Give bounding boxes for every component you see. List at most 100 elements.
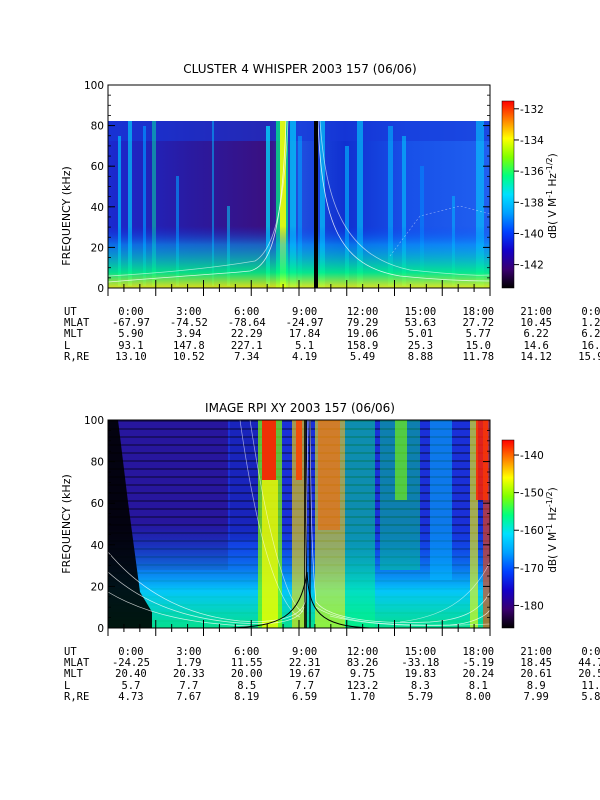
panel2-ephemeris-value: 0:00 <box>581 646 600 658</box>
panel2-colorbar-tick-label: -150 <box>520 488 544 500</box>
panel1-ephemeris-value: 8.88 <box>407 350 434 363</box>
panel2-ephemeris-value: -5.19 <box>462 657 495 670</box>
panel2-ephemeris-value: 123.2 <box>346 679 379 692</box>
panel1-ephemeris-value: -78.64 <box>227 317 266 330</box>
panel1-ephemeris-value: 16.0 <box>581 339 600 352</box>
panel2-y-tick-label: 40 <box>91 540 104 552</box>
panel2-ephemeris-value: 15:00 <box>404 646 437 658</box>
panel1-ephemeris-label: UT <box>64 306 77 318</box>
panel2-ephemeris-value: 0:00 <box>118 646 144 658</box>
panel2-ephemeris-value: 20.33 <box>173 668 205 681</box>
panel1-y-tick-label: 20 <box>91 242 104 254</box>
panel2-ephemeris-label: MLT <box>64 668 83 681</box>
panel1-ephemeris-value: 5.49 <box>349 350 376 363</box>
panel2-y-axis-label: FREQUENCY (kHz) <box>60 474 73 574</box>
panel2-ephemeris-value: 8.9 <box>526 679 546 692</box>
panel2-ephemeris-value: 19.83 <box>404 668 437 681</box>
panel1-colorbar <box>501 100 515 289</box>
panel1-ephemeris-value: 18:00 <box>462 306 495 318</box>
panel2-ephemeris-value: 9.75 <box>349 668 376 681</box>
panel1-colorbar-label: dB( V M-1 Hz-1/2) <box>545 153 559 239</box>
panel2-ephemeris-value: 6.59 <box>291 690 318 703</box>
panel2-ephemeris-value: 8.00 <box>465 690 491 703</box>
panel1-axes: 0 20 40 60 80 100 <box>84 80 491 296</box>
panel2-colorbar <box>501 439 515 629</box>
panel1-ephemeris-value: 5.1 <box>295 339 315 352</box>
panel2-ephemeris-value: 22.31 <box>288 657 321 670</box>
panel1-ephemeris-value: 13.10 <box>115 350 147 363</box>
panel2-ephemeris-value: -33.18 <box>401 657 440 670</box>
panel1-ephemeris-value: -67.97 <box>111 317 150 330</box>
panel1-ephemeris-value: 6.22 <box>523 328 549 341</box>
panel2-title: IMAGE RPI XY 2003 157 (06/06) <box>205 401 395 415</box>
panel2-ephemeris-row: MLT 20.40 20.33 20.00 19.67 9.75 19.83 20.24 20.… <box>64 669 600 680</box>
panel1-ephemeris-value: 0:00 <box>581 306 600 318</box>
panel2-ephemeris-value: 8.5 <box>237 679 257 692</box>
panel2-colorbar-tick-label: -160 <box>520 525 544 537</box>
panel1-colorbar-tick-label: -138 <box>520 197 544 209</box>
panel1-ephemeris-value: 4.19 <box>291 350 318 363</box>
panel2-ephemeris-label: L <box>64 679 71 692</box>
panel2-ephemeris-value: 8.3 <box>410 679 430 692</box>
panel2-y-tick-label: 100 <box>84 415 104 427</box>
panel2-ephemeris-value: 11.5 <box>581 679 600 692</box>
panel1-ephemeris-row: UT 0:00 3:00 6:00 9:00 12:00 15:00 18:00 21:00 0:… <box>64 306 600 318</box>
panel1-ephemeris-value: 5.77 <box>465 328 491 341</box>
panel2-ephemeris-value: 8.19 <box>234 690 260 703</box>
panel2-ephemeris-row: MLAT -24.25 1.79 11.55 22.31 83.26 -33.18 -5.19… <box>64 657 600 670</box>
panel1-title: CLUSTER 4 WHISPER 2003 157 (06/06) <box>183 62 417 76</box>
panel1-ephemeris-value: 1.29 <box>581 317 600 330</box>
spectrogram-2 <box>108 420 490 628</box>
panel1-ephemeris-value: 5.90 <box>118 328 144 341</box>
panel1-colorbar-tick-label: -132 <box>520 104 544 116</box>
panel1-ephemeris-value: 53.63 <box>404 317 437 330</box>
panel2-ephemeris-value: 7.7 <box>179 679 199 692</box>
panel2-colorbar-label: dB( V M-1 Hz-1/2) <box>545 487 559 573</box>
panel2-ephemeris-value: 20.51 <box>578 668 600 681</box>
panel1-ephemeris-table: UT 0:00 3:00 6:00 9:00 12:00 15:00 18:00 21:00 0:… <box>64 306 600 363</box>
panel1-y-axis-label: FREQUENCY (kHz) <box>60 166 73 266</box>
panel1-ephemeris-value: 6:00 <box>234 306 260 318</box>
panel2-ephemeris-row: UT 0:00 3:00 6:00 9:00 12:00 15:00 18:00 21:00 0:… <box>64 646 600 658</box>
panel1-y-tick-label: 100 <box>84 80 104 92</box>
panel2-ephemeris-value: 6:00 <box>234 646 260 658</box>
panel1-ephemeris-value: 3:00 <box>176 306 202 318</box>
panel2-ephemeris-value: 1.70 <box>349 690 376 703</box>
panel1-y-tick-label: 40 <box>91 202 104 214</box>
panel2-ephemeris-value: 4.73 <box>118 690 144 703</box>
panel1-ephemeris-value: 15:00 <box>404 306 437 318</box>
panel1-colorbar-tick-label: -142 <box>520 260 544 272</box>
panel1-ephemeris-value: 0:00 <box>118 306 144 318</box>
panel1-ephemeris-row: L 93.1 147.8 227.1 5.1 158.9 25.3 15.0 14.6 16.0 <box>64 339 600 352</box>
panel2-ephemeris-value: 19.67 <box>288 668 321 681</box>
panel2-colorbar-tick-label: -140 <box>520 450 544 462</box>
panel2-ephemeris-value: 21:00 <box>520 646 552 658</box>
panel1-ephemeris-value: 19.06 <box>346 328 379 341</box>
panel1-ephemeris-value: 14.6 <box>523 339 549 352</box>
panel1-ephemeris-label: MLAT <box>64 317 90 330</box>
panel2-ephemeris-row: L 5.7 7.7 8.5 7.7 123.2 8.3 8.1 8.9 11.5 <box>64 679 600 692</box>
panel2-ephemeris-table: UT 0:00 3:00 6:00 9:00 12:00 15:00 18:00 21:00 0:… <box>64 646 600 703</box>
panel2-ephemeris-label: UT <box>64 646 77 658</box>
panel1-colorbar-tick-label: -140 <box>520 228 544 240</box>
panel2-y-tick-label: 60 <box>91 498 104 510</box>
panel2-ephemeris-value: 18:00 <box>462 646 495 658</box>
panel1-colorbar-tick-label: -136 <box>520 166 544 178</box>
panel1-ephemeris-row: MLT 5.90 3.94 22.29 17.84 19.06 5.01 5.77 6.22 6.… <box>64 329 600 340</box>
panel1-ephemeris-value: 9:00 <box>291 306 318 318</box>
panel2-ephemeris-value: 9:00 <box>291 646 318 658</box>
panel2-ephemeris-value: 18.45 <box>520 657 552 670</box>
panel2-colorbar-ticks: -140 -150 -160 -170 -180 <box>514 450 544 612</box>
panel1-ephemeris-row: R,RE 13.10 10.52 7.34 4.19 5.49 8.88 11.78 14.12… <box>64 350 600 363</box>
panel1-colorbar-tick-label: -134 <box>520 135 544 147</box>
panel1-ephemeris-value: 93.1 <box>118 339 144 352</box>
cluster-whisper-chart: 0 20 40 60 80 100 -132 -134 -136 -138 -140 -142 dB… <box>60 80 559 296</box>
panel2-ephemeris-value: 1.79 <box>176 657 202 670</box>
panel1-ephemeris-value: -24.97 <box>285 317 324 330</box>
panel1-ephemeris-value: 10.45 <box>520 317 552 330</box>
panel2-ephemeris-value: 8.1 <box>468 679 488 692</box>
panel1-ephemeris-value: 15.97 <box>578 350 600 363</box>
panel2-ephemeris-value: 12:00 <box>346 646 379 658</box>
panel1-y-tick-label: 0 <box>97 283 104 295</box>
panel1-ephemeris-value: 7.34 <box>234 350 260 363</box>
